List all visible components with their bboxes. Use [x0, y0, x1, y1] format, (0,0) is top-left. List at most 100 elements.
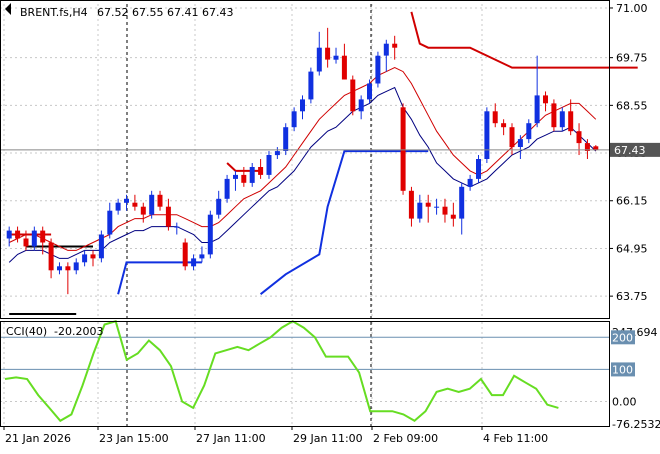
candle-body	[291, 111, 297, 128]
cci-tick-label: -76.2532	[612, 418, 660, 431]
cci-tick-label: 0.00	[612, 396, 637, 409]
candle-body	[48, 242, 54, 271]
candle-body	[140, 206, 146, 215]
cci-level-badge	[611, 362, 635, 377]
candle-body	[124, 198, 129, 203]
candle-body	[174, 226, 180, 228]
candle-body	[425, 202, 431, 207]
support-line	[259, 150, 429, 295]
candle-body	[224, 178, 230, 199]
candle-body	[509, 127, 515, 148]
candles	[0, 27, 609, 295]
candle-body	[442, 206, 448, 215]
resistance-line	[410, 11, 638, 69]
time-tick-label: 27 Jan 11:00	[196, 432, 266, 445]
cci-grid	[0, 320, 609, 423]
candle-body	[98, 234, 104, 259]
candle-body	[23, 238, 29, 247]
price-tick-label: 64.95	[616, 242, 648, 255]
candle-body	[593, 146, 599, 150]
time-tick-label: 29 Jan 11:00	[293, 432, 363, 445]
candle-body	[492, 111, 498, 124]
ohlc-readout: 67.52 67.55 67.41 67.43	[97, 6, 233, 19]
candle-body	[367, 83, 372, 100]
candle-body	[584, 143, 590, 151]
support-line	[117, 261, 202, 295]
candle-body	[149, 194, 155, 215]
candle-body	[316, 47, 322, 72]
candle-body	[308, 71, 314, 100]
candle-body	[333, 55, 339, 60]
candle-body	[459, 186, 465, 219]
candle-body	[73, 262, 79, 271]
last-price-label: 67.43	[614, 144, 646, 157]
candle-body	[241, 174, 247, 183]
cci-tick-label: 200	[612, 331, 633, 344]
candle-body	[551, 103, 557, 128]
candle-body	[107, 210, 113, 235]
candle-body	[40, 230, 46, 243]
cci-pane-border	[0, 321, 610, 427]
candle-body	[207, 214, 213, 255]
candle-body	[82, 254, 88, 263]
candle-body	[568, 111, 574, 132]
cci-axis: 247.6942001000.00-76.2532	[611, 326, 660, 431]
candle-body	[31, 230, 37, 247]
candle-body	[476, 159, 481, 179]
price-tick-label: 63.75	[616, 290, 648, 303]
candle-body	[559, 111, 565, 128]
candle-body	[165, 206, 171, 227]
cci-level-badge	[611, 330, 635, 345]
time-axis: 21 Jan 2026 23 Jan 15:00 27 Jan 11:00 29 Ja…	[3, 426, 548, 445]
candle-body	[341, 55, 347, 80]
candle-body	[400, 107, 406, 191]
candle-body	[576, 131, 582, 144]
candle-body	[417, 202, 423, 219]
candle-body	[375, 55, 381, 84]
candle-body	[90, 254, 96, 259]
time-tick-label: 21 Jan 2026	[5, 432, 71, 445]
candle-body	[132, 202, 138, 207]
candle-body	[6, 230, 12, 239]
candle-body	[283, 127, 289, 151]
price-tick-label: 66.15	[616, 195, 648, 208]
ma-fast-line	[8, 86, 597, 263]
candle-body	[216, 198, 222, 215]
candle-body	[233, 174, 238, 179]
candle-body	[115, 202, 121, 211]
time-tick-label: 2 Feb 09:00	[373, 432, 438, 445]
time-tick-label: 4 Feb 11:00	[483, 432, 548, 445]
candle-body	[543, 95, 548, 104]
candle-body	[501, 123, 507, 128]
candle-body	[182, 242, 188, 267]
ma-slow-line	[8, 67, 597, 251]
candle-body	[517, 139, 523, 147]
candle-body	[199, 254, 205, 259]
last-price-badge	[610, 142, 660, 157]
price-pane-border	[0, 0, 610, 319]
candle-body	[157, 194, 163, 207]
candle-body	[408, 190, 414, 219]
candle-body	[258, 167, 264, 175]
candle-body	[484, 111, 490, 159]
candle-body	[57, 266, 62, 271]
trend-lines	[8, 11, 638, 315]
candle-body	[383, 43, 389, 56]
candle-body	[325, 47, 331, 60]
candle-body	[65, 266, 71, 271]
candle-body	[467, 178, 473, 187]
candle-body	[450, 214, 456, 219]
candle-body	[15, 230, 21, 239]
candle-body	[534, 95, 540, 124]
candle-body	[274, 151, 280, 156]
candle-body	[358, 99, 364, 112]
time-tick-label: 23 Jan 15:00	[99, 432, 169, 445]
collapse-arrow-icon[interactable]	[5, 3, 11, 15]
symbol-label: BRENT.fs,H4	[20, 6, 88, 19]
candle-body	[249, 167, 255, 183]
candle-body	[266, 155, 272, 175]
candle-body	[526, 123, 532, 140]
price-tick-label: 69.75	[616, 52, 648, 65]
